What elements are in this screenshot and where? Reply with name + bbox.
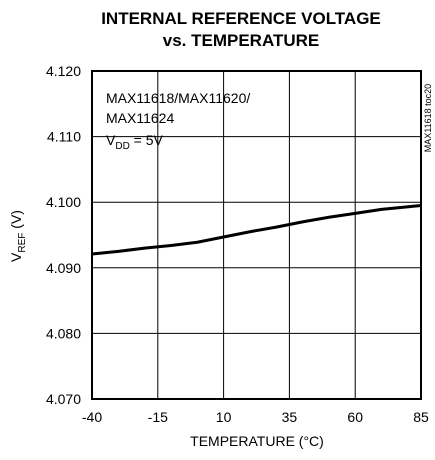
- annotation-line-3-sub: DD: [115, 141, 129, 152]
- x-tick-label: 85: [413, 409, 429, 425]
- plot-area: [91, 203, 422, 256]
- annotation-line-3-rest: = 5V: [130, 132, 164, 148]
- figure-id: MAX11618 toc20: [423, 84, 433, 152]
- grid: [91, 70, 422, 400]
- annotation-line-1: MAX11618/MAX11620/: [106, 90, 250, 106]
- y-tick-labels: 4.070 4.080 4.090 4.100 4.110 4.120: [46, 63, 81, 407]
- x-tick-label: -40: [82, 409, 102, 425]
- y-tick-label: 4.110: [47, 129, 81, 145]
- x-tick-label: 10: [216, 409, 232, 425]
- chart-subtitle: vs. TEMPERATURE: [163, 31, 320, 50]
- annotation-line-3: VDD = 5V: [106, 132, 164, 152]
- y-tick-label: 4.090: [46, 260, 81, 276]
- series-line: [91, 203, 422, 256]
- y-tick-label: 4.100: [46, 194, 81, 210]
- x-tick-label: -15: [148, 409, 168, 425]
- x-tick-labels: -40 -15 10 35 60 85: [82, 409, 429, 425]
- chart-title: INTERNAL REFERENCE VOLTAGE: [101, 9, 381, 28]
- annotation-line-3-main: V: [106, 132, 116, 148]
- y-tick-label: 4.120: [46, 63, 81, 79]
- y-axis-label: VREF (V): [8, 210, 28, 262]
- y-tick-label: 4.080: [46, 325, 81, 341]
- annotation-line-2: MAX11624: [106, 110, 174, 126]
- y-axis-label-sub: REF: [17, 233, 28, 253]
- x-axis-label: TEMPERATURE (°C): [190, 433, 324, 449]
- y-tick-label: 4.070: [46, 391, 81, 407]
- x-tick-label: 35: [282, 409, 298, 425]
- x-tick-label: 60: [347, 409, 363, 425]
- plot-frame: [91, 70, 422, 400]
- y-axis-label-main: V: [8, 252, 24, 262]
- y-axis-label-unit: (V): [8, 210, 24, 233]
